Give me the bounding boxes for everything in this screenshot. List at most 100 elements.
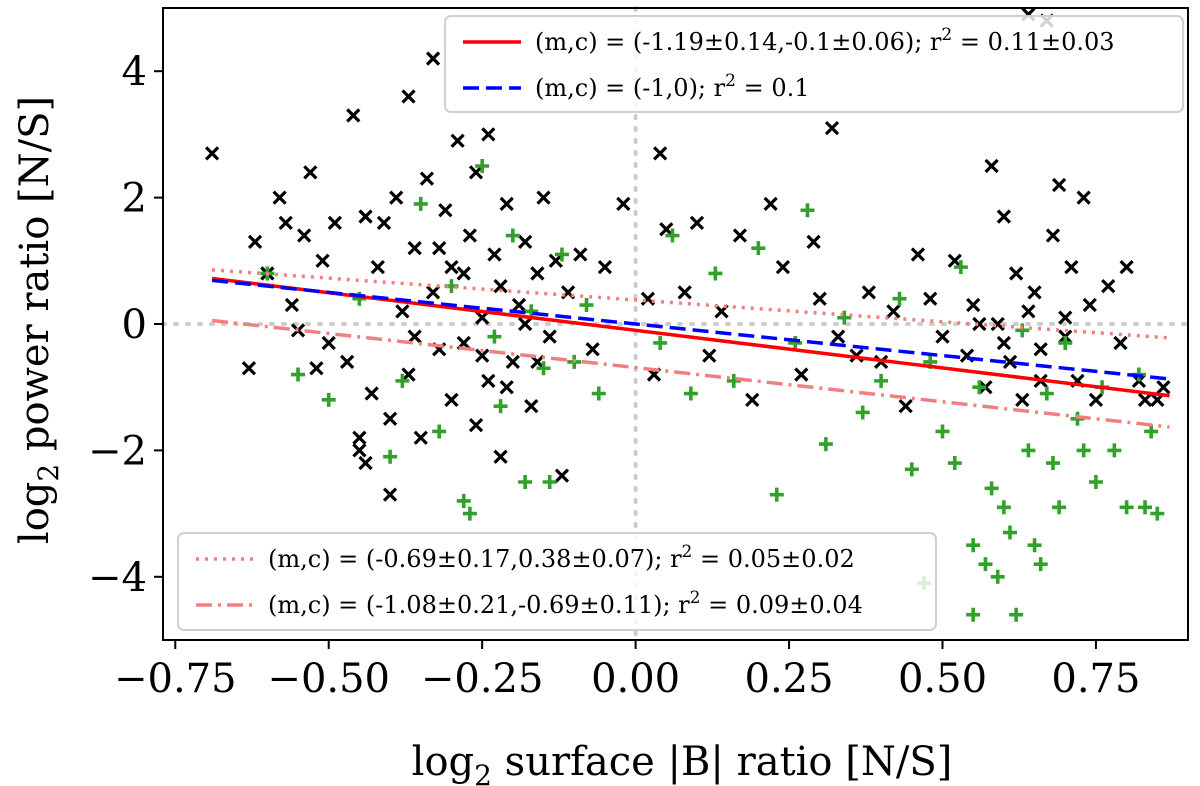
green-plus-point: [800, 203, 815, 218]
green-plus-point: [542, 475, 557, 489]
black-x-point: [935, 329, 950, 344]
black-x-point: [340, 354, 355, 370]
black-x-point: [1009, 266, 1024, 281]
green-plus-point: [579, 298, 594, 313]
x-tick-label: 0.50: [898, 656, 987, 702]
black-x-point: [499, 380, 514, 395]
green-plus-point: [554, 247, 569, 262]
black-x-point: [382, 487, 398, 502]
black-x-point: [432, 241, 447, 256]
black-x-point: [824, 120, 840, 136]
black-x-point: [573, 247, 588, 262]
black-x-point: [861, 285, 876, 300]
y-tick-label: −2: [88, 428, 147, 474]
black-x-point: [597, 259, 613, 275]
black-x-point: [358, 209, 373, 224]
x-tick-label: −0.25: [421, 656, 544, 702]
black-x-point: [1156, 380, 1171, 395]
black-x-point: [352, 430, 367, 445]
green-plus-point: [837, 310, 852, 325]
x-tick-label: −0.50: [267, 656, 390, 702]
black-x-point: [517, 316, 533, 332]
green-plus-point: [855, 405, 870, 420]
black-x-point: [389, 190, 404, 205]
y-axis-label: log2 power ratio [N/S]: [12, 96, 65, 544]
green-plus-point: [1033, 557, 1048, 572]
black-x-point: [499, 196, 514, 212]
black-x-point: [1064, 259, 1079, 275]
y-tick-label: 4: [122, 49, 147, 95]
black-x-point: [1015, 392, 1030, 407]
green-plus-point: [972, 380, 987, 395]
black-x-point: [450, 133, 465, 148]
legend-label: (m,c) = (-0.69±0.17,0.38±0.07); r2 = 0.0…: [268, 542, 855, 573]
black-x-point: [511, 297, 527, 313]
black-x-point: [1027, 285, 1042, 300]
black-x-point: [886, 304, 901, 319]
black-x-point: [358, 455, 373, 471]
legend-box: [444, 15, 1184, 113]
black-x-point: [517, 234, 533, 249]
black-x-point: [653, 146, 668, 161]
green-plus-point: [1058, 335, 1073, 350]
black-x-point: [247, 234, 263, 249]
black-x-point: [487, 247, 502, 262]
black-x-point: [898, 399, 913, 414]
legend-label: (m,c) = (-1,0); r2 = 0.1: [535, 71, 810, 102]
green-plus-point: [904, 462, 919, 477]
legend-top: (m,c) = (-1.19±0.14,-0.1±0.06); r2 = 0.1…: [444, 15, 1184, 113]
black-x-point: [763, 196, 778, 212]
black-x-point: [352, 443, 367, 458]
black-x-point: [407, 241, 422, 256]
green-plus-point: [1052, 500, 1067, 515]
black-x-point: [376, 215, 392, 231]
green-plus-point: [683, 386, 698, 401]
green-plus-point: [1009, 607, 1024, 622]
green-plus-point: [1138, 500, 1153, 515]
green-plus-point: [1045, 456, 1060, 471]
black-x-point: [775, 259, 791, 275]
black-x-point: [284, 297, 300, 313]
fit-lines: [211, 268, 1170, 429]
green-plus-point: [1150, 506, 1165, 521]
x-tick-label: 0.25: [745, 656, 834, 702]
green-plus-point: [788, 335, 803, 350]
black-x-point: [1045, 228, 1061, 243]
black-x-point: [364, 386, 379, 401]
green-plus-point: [321, 392, 336, 407]
green-plus-point: [990, 569, 1005, 584]
black-x-point: [677, 285, 692, 300]
black-x-point: [475, 348, 490, 363]
green-plus-point: [874, 373, 889, 388]
black-x-point: [462, 228, 478, 243]
black-x-point: [1119, 259, 1134, 275]
black-x-point: [1137, 392, 1153, 407]
black-x-point: [732, 228, 748, 243]
green-plus-point: [432, 424, 447, 439]
black-x-point: [996, 209, 1012, 224]
x-axis-label: log2 surface |B| ratio [N/S]: [412, 739, 953, 786]
black-x-point: [327, 215, 342, 231]
green-plus-point: [996, 500, 1011, 515]
green-plus-point: [1027, 538, 1042, 553]
green-plus-point: [984, 481, 999, 496]
black-x-point: [241, 361, 257, 376]
green-plus-point: [1039, 386, 1054, 401]
green-plus-point: [518, 475, 533, 489]
green-plus-point: [395, 373, 410, 388]
black-x-point: [297, 228, 312, 243]
black-x-point: [530, 266, 545, 281]
black-x-point: [536, 190, 551, 205]
fit1-line: [211, 276, 1170, 398]
black-x-point: [702, 348, 717, 363]
green-plus-point: [769, 487, 784, 502]
black-x-point: [438, 203, 453, 218]
black-x-point: [444, 259, 459, 275]
black-x-point: [425, 51, 441, 66]
green-plus-point: [487, 329, 502, 344]
black-x-point: [505, 354, 520, 370]
legend-box: [177, 532, 937, 631]
black-x-point: [548, 253, 563, 268]
black-x-point: [407, 329, 422, 344]
